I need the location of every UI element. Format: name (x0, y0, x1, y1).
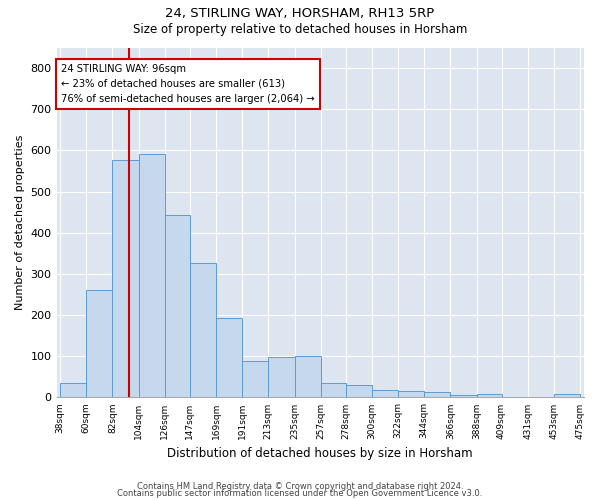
Bar (554, 394, 580, 398)
Bar (372, 390, 398, 398)
Text: Contains public sector information licensed under the Open Government Licence v3: Contains public sector information licen… (118, 490, 482, 498)
Bar (60, 383, 86, 398)
Text: Contains HM Land Registry data © Crown copyright and database right 2024.: Contains HM Land Registry data © Crown c… (137, 482, 463, 491)
Bar (268, 356, 295, 398)
Bar (216, 318, 242, 398)
Bar (242, 361, 268, 398)
Bar (190, 263, 216, 398)
Text: 24, STIRLING WAY, HORSHAM, RH13 5RP: 24, STIRLING WAY, HORSHAM, RH13 5RP (166, 8, 434, 20)
Y-axis label: Number of detached properties: Number of detached properties (15, 135, 25, 310)
Bar (346, 384, 372, 398)
Bar (139, 154, 165, 398)
Bar (424, 392, 451, 398)
Bar (165, 215, 190, 398)
Bar (476, 394, 502, 398)
Bar (86, 290, 112, 398)
Text: 24 STIRLING WAY: 96sqm
← 23% of detached houses are smaller (613)
76% of semi-de: 24 STIRLING WAY: 96sqm ← 23% of detached… (61, 64, 315, 104)
Bar (451, 396, 476, 398)
Text: Size of property relative to detached houses in Horsham: Size of property relative to detached ho… (133, 22, 467, 36)
Bar (320, 383, 346, 398)
Bar (112, 160, 139, 398)
Bar (295, 356, 320, 398)
X-axis label: Distribution of detached houses by size in Horsham: Distribution of detached houses by size … (167, 447, 473, 460)
Bar (398, 391, 424, 398)
